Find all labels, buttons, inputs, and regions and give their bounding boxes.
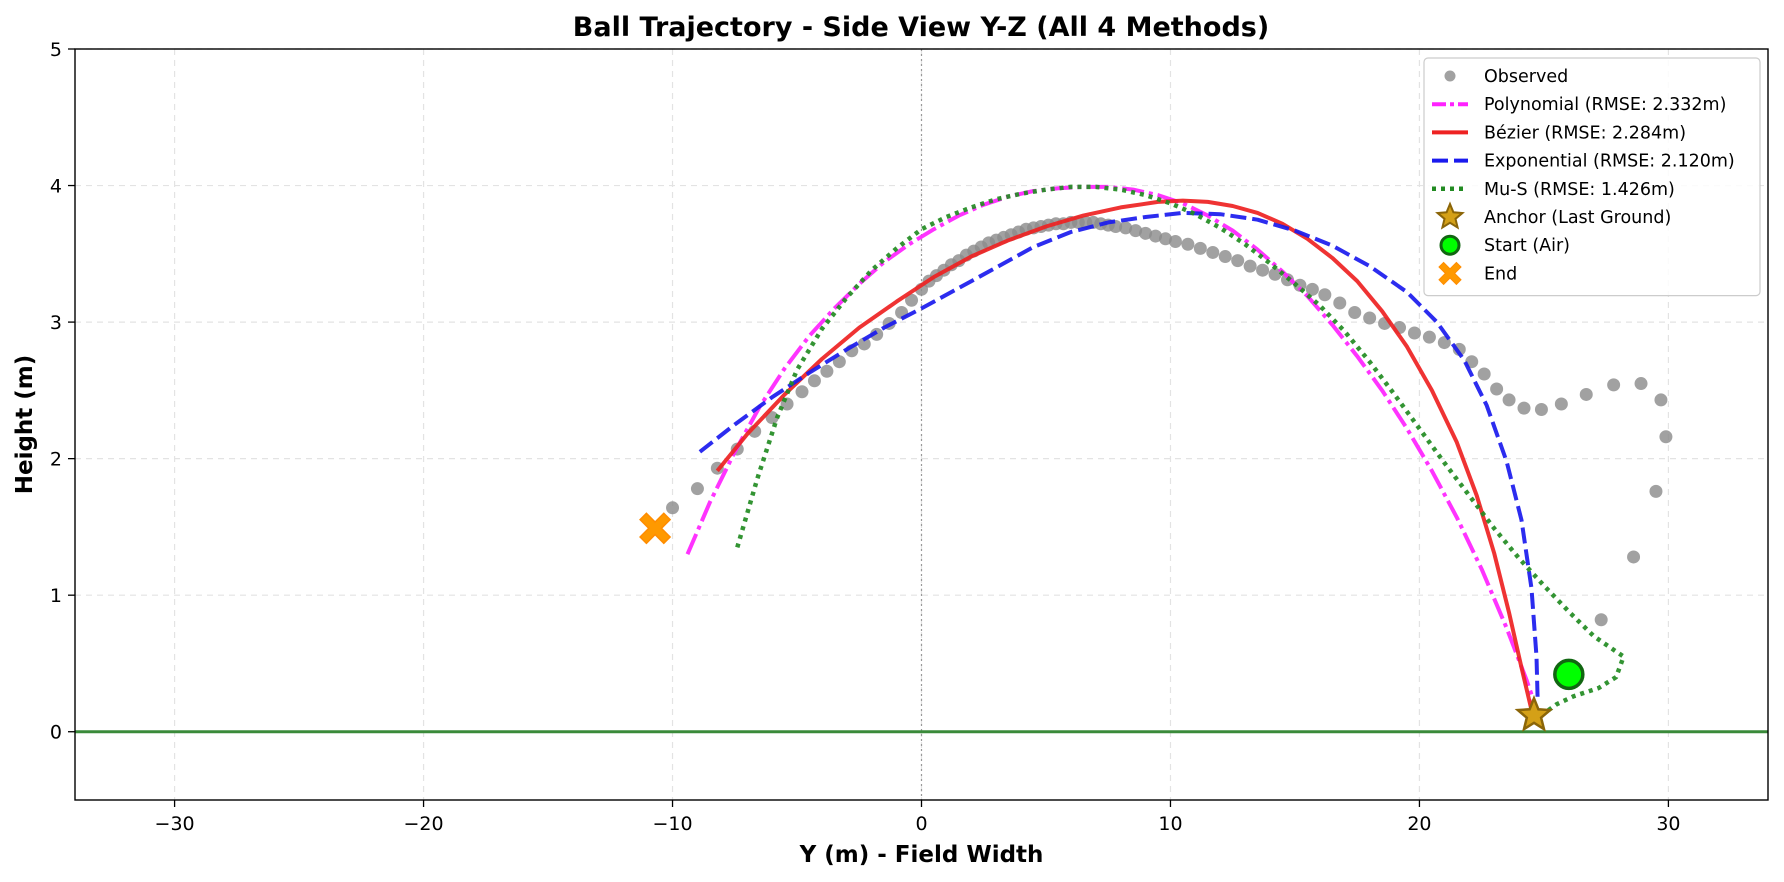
y-tick-label: 2 — [50, 449, 62, 471]
y-tick-label: 5 — [50, 39, 62, 61]
legend-label: Bézier (RMSE: 2.284m) — [1484, 123, 1686, 143]
anchor-marker — [1514, 694, 1554, 732]
observed-point — [1607, 378, 1621, 392]
observed-point — [1256, 263, 1270, 277]
observed-point — [1363, 311, 1377, 325]
chart-title: Ball Trajectory - Side View Y-Z (All 4 M… — [573, 12, 1269, 43]
observed-point — [905, 293, 919, 307]
legend-entry: End — [1438, 261, 1517, 286]
x-tick-label: 0 — [915, 813, 927, 835]
observed-point — [1348, 306, 1362, 320]
observed-point — [1149, 229, 1163, 243]
observed-point — [1181, 237, 1195, 251]
legend-label: Observed — [1484, 67, 1568, 87]
observed-point — [1318, 288, 1332, 302]
observed-point — [1243, 259, 1257, 273]
observed-point — [1502, 393, 1516, 407]
start-marker — [1553, 658, 1585, 691]
legend-swatch — [1438, 261, 1462, 286]
legend-entry: Mu-S (RMSE: 1.426m) — [1432, 180, 1675, 200]
plot-data — [639, 184, 1673, 732]
x-tick-label: 10 — [1158, 813, 1182, 835]
legend-swatch — [1439, 234, 1461, 256]
observed-point — [1579, 387, 1593, 401]
observed-point — [1231, 254, 1245, 268]
y-tick-label: 3 — [50, 312, 62, 334]
legend-label: End — [1484, 264, 1517, 284]
observed-point — [870, 327, 884, 341]
y-tick-label: 4 — [50, 176, 62, 198]
observed-point — [1139, 226, 1153, 240]
legend-entry: Anchor (Last Ground) — [1435, 201, 1671, 230]
series-line-mu-s — [735, 184, 1626, 718]
observed-point — [1206, 245, 1220, 259]
observed-point — [1554, 397, 1568, 411]
reference-lines — [75, 49, 1768, 800]
legend-entry: Exponential (RMSE: 2.120m) — [1432, 152, 1735, 172]
x-tick-label: −10 — [652, 813, 692, 835]
x-tick-label: 30 — [1656, 813, 1680, 835]
observed-point — [1654, 393, 1668, 407]
observed-point — [1193, 241, 1207, 255]
axis-ticks: −30 −20 −10 0 10 20 30 0 1 2 3 4 5 — [50, 39, 1681, 835]
observed-point — [1268, 267, 1282, 281]
series-line-b-zier — [715, 198, 1534, 711]
observed-point — [1305, 282, 1319, 296]
observed-point — [1634, 377, 1648, 391]
legend-box — [1423, 57, 1761, 297]
observed-point — [690, 482, 704, 496]
observed-point — [1534, 402, 1548, 416]
observed-point — [795, 385, 809, 399]
x-tick-label: −20 — [404, 813, 444, 835]
legend-entry: Observed — [1444, 67, 1568, 87]
legend-swatch — [1435, 201, 1465, 230]
legend-entry: Start (Air) — [1439, 234, 1570, 256]
observed-point — [1490, 382, 1504, 396]
observed-point — [1594, 613, 1608, 627]
series-line-exponential — [698, 210, 1540, 702]
observed-point — [1659, 430, 1673, 444]
observed-point — [1477, 367, 1491, 381]
legend-swatch — [1444, 70, 1456, 82]
legend-label: Start (Air) — [1484, 236, 1570, 256]
observed-point — [1517, 401, 1531, 415]
y-tick-label: 0 — [50, 722, 62, 744]
legend: Observed Polynomial (RMSE: 2.332m) Bézier … — [1423, 57, 1761, 297]
observed-point — [1422, 330, 1436, 344]
observed-point — [832, 355, 846, 369]
legend-entry: Bézier (RMSE: 2.284m) — [1432, 123, 1686, 143]
series-line-polynomial — [685, 184, 1536, 703]
y-tick-label: 1 — [50, 585, 62, 607]
observed-point — [1407, 326, 1421, 340]
legend-entry: Polynomial (RMSE: 2.332m) — [1432, 95, 1726, 115]
observed-point — [1119, 221, 1133, 235]
legend-label: Mu-S (RMSE: 1.426m) — [1484, 180, 1675, 200]
observed-point — [765, 411, 779, 425]
observed-point — [807, 374, 821, 388]
observed-series — [666, 215, 1673, 627]
observed-point — [820, 364, 834, 378]
observed-point — [1218, 250, 1232, 264]
end-marker — [639, 512, 672, 545]
x-axis-title: Y (m) - Field Width — [799, 842, 1044, 868]
observed-point — [857, 337, 871, 351]
y-axis-title: Height (m) — [12, 355, 38, 495]
legend-label: Anchor (Last Ground) — [1484, 208, 1671, 228]
observed-point — [1649, 484, 1663, 498]
x-tick-label: −30 — [155, 813, 195, 835]
legend-label: Polynomial (RMSE: 2.332m) — [1484, 95, 1726, 115]
observed-point — [1627, 550, 1641, 564]
observed-point — [1168, 235, 1182, 249]
observed-point — [1333, 296, 1347, 310]
legend-label: Exponential (RMSE: 2.120m) — [1484, 152, 1735, 172]
observed-point — [666, 501, 680, 515]
observed-point — [1158, 232, 1172, 246]
x-tick-label: 20 — [1407, 813, 1431, 835]
observed-point — [1129, 224, 1143, 238]
